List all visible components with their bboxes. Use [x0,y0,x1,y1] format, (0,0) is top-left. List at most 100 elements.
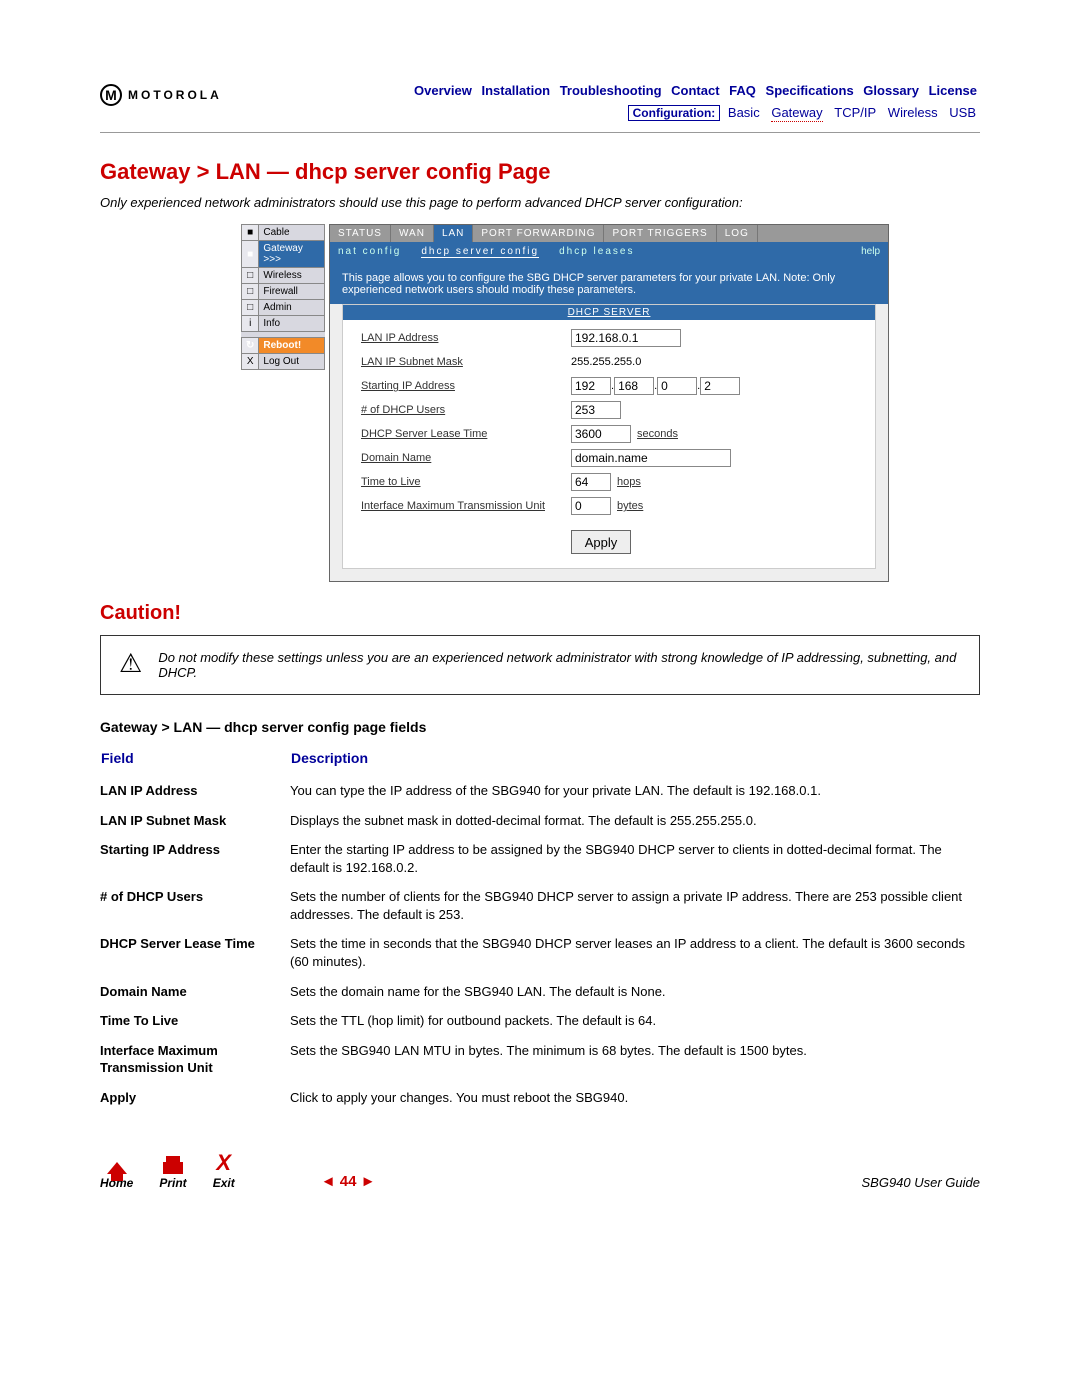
outer-tab[interactable]: PORT TRIGGERS [604,225,716,242]
col-desc: Description [290,749,980,776]
nav-link[interactable]: Overview [414,83,472,98]
input-ip-b[interactable] [614,377,654,395]
table-row: Domain NameSets the domain name for the … [100,977,980,1007]
unit-mtu: bytes [617,500,643,512]
input-ip-d[interactable] [700,377,740,395]
outer-tabs: STATUSWANLANPORT FORWARDINGPORT TRIGGERS… [330,225,888,242]
inner-tab[interactable]: dhcp leases [559,246,634,258]
page-next[interactable]: ► [361,1173,376,1190]
reboot-button[interactable]: ↻Reboot! [242,338,325,354]
input-mtu[interactable] [571,497,611,515]
label-domain: Domain Name [361,452,571,464]
inner-tabs: nat config dhcp server config dhcp leases h… [330,242,888,262]
table-row: LAN IP Subnet MaskDisplays the subnet ma… [100,806,980,836]
subnav-link[interactable]: USB [949,105,976,120]
inner-tab[interactable]: nat config [338,246,401,258]
label-start-ip: Starting IP Address [361,380,571,392]
row-lease: DHCP Server Lease Time seconds [361,422,857,446]
table-row: LAN IP AddressYou can type the IP addres… [100,776,980,806]
blue-note: This page allows you to configure the SB… [330,262,888,304]
row-mtu: Interface Maximum Transmission Unit byte… [361,494,857,518]
nav-link[interactable]: Troubleshooting [560,83,662,98]
help-link[interactable]: help [861,246,880,258]
label-subnet: LAN IP Subnet Mask [361,356,571,368]
side-menu-item[interactable]: ■Cable [242,225,325,241]
table-row: DHCP Server Lease TimeSets the time in s… [100,929,980,976]
table-row: # of DHCP UsersSets the number of client… [100,882,980,929]
table-row: Time To LiveSets the TTL (hop limit) for… [100,1006,980,1036]
config-label: Configuration: [628,105,721,121]
nav-link[interactable]: Glossary [863,83,919,98]
label-users: # of DHCP Users [361,404,571,416]
subnav-link[interactable]: TCP/IP [834,105,876,120]
page-num: 44 [340,1173,357,1190]
nav-row-2-items: Basic Gateway TCP/IP Wireless USB [724,105,980,120]
page-prev[interactable]: ◄ [321,1173,336,1190]
exit-label: Exit [213,1176,235,1190]
logout-button[interactable]: XLog Out [242,354,325,370]
row-users: # of DHCP Users [361,398,857,422]
subnav-link[interactable]: Basic [728,105,760,120]
top-nav: Overview Installation Troubleshooting Co… [242,80,980,124]
guide-label: SBG940 User Guide [861,1175,980,1190]
table-row: Starting IP AddressEnter the starting IP… [100,835,980,882]
subnav-link[interactable]: Gateway [771,105,822,122]
input-users[interactable] [571,401,621,419]
caution-text: Do not modify these settings unless you … [158,650,961,680]
nav-row-1: Overview Installation Troubleshooting Co… [242,80,980,102]
nav-link[interactable]: License [929,83,977,98]
row-ttl: Time to Live hops [361,470,857,494]
table-row: Interface Maximum Transmission UnitSets … [100,1036,980,1083]
pager: ◄ 44 ► [321,1173,376,1190]
col-field: Field [100,749,290,776]
row-subnet: LAN IP Subnet Mask 255.255.255.0 [361,350,857,374]
fields-title: Gateway > LAN — dhcp server config page … [100,719,980,735]
label-lease: DHCP Server Lease Time [361,428,571,440]
exit-icon: X [216,1152,231,1174]
config-frame: STATUSWANLANPORT FORWARDINGPORT TRIGGERS… [329,224,889,582]
side-menu-item[interactable]: ■Gateway >>> [242,241,325,268]
footer: Home Print X Exit ◄ 44 ► SBG940 User Gui… [100,1152,980,1190]
input-ttl[interactable] [571,473,611,491]
unit-ttl: hops [617,476,641,488]
motorola-icon: M [100,84,122,106]
row-domain: Domain Name [361,446,857,470]
side-menu-item[interactable]: iInfo [242,316,325,332]
nav-link[interactable]: Installation [481,83,550,98]
nav-link[interactable]: FAQ [729,83,756,98]
inner-tab[interactable]: dhcp server config [421,246,539,258]
print-button[interactable]: Print [159,1162,186,1190]
outer-tab[interactable]: LAN [434,225,473,242]
nav-link[interactable]: Contact [671,83,719,98]
side-menu-item[interactable]: □Wireless [242,268,325,284]
outer-tab[interactable]: PORT FORWARDING [473,225,604,242]
exit-button[interactable]: X Exit [213,1152,235,1190]
print-icon [163,1162,183,1174]
outer-tab[interactable]: WAN [391,225,434,242]
side-menu-body: ■Cable■Gateway >>>□Wireless□Firewall□Adm… [242,225,325,370]
apply-button[interactable]: Apply [571,530,631,554]
nav-row-2: Configuration: Basic Gateway TCP/IP Wire… [242,102,980,124]
input-lease[interactable] [571,425,631,443]
table-row: ApplyClick to apply your changes. You mu… [100,1083,980,1113]
input-domain[interactable] [571,449,731,467]
subnav-link[interactable]: Wireless [888,105,938,120]
brand-logo: M MOTOROLA [100,84,222,106]
caution-heading: Caution! [100,602,980,625]
fields-table: Field Description LAN IP AddressYou can … [100,749,980,1112]
screenshot-area: ■Cable■Gateway >>>□Wireless□Firewall□Adm… [150,224,980,582]
input-ip-c[interactable] [657,377,697,395]
input-ip-a[interactable] [571,377,611,395]
outer-tab[interactable]: LOG [717,225,758,242]
fields-body: LAN IP AddressYou can type the IP addres… [100,776,980,1112]
warning-icon: ⚠ [119,650,142,676]
nav-link[interactable]: Specifications [766,83,854,98]
input-lan-ip[interactable] [571,329,681,347]
dhcp-form: DHCP SERVER LAN IP Address LAN IP Subnet… [342,304,876,569]
row-start-ip: Starting IP Address . . . [361,374,857,398]
side-menu-item[interactable]: □Admin [242,300,325,316]
side-menu-item[interactable]: □Firewall [242,284,325,300]
outer-tab[interactable]: STATUS [330,225,391,242]
home-button[interactable]: Home [100,1162,133,1190]
side-menu-table: ■Cable■Gateway >>>□Wireless□Firewall□Adm… [241,224,325,370]
